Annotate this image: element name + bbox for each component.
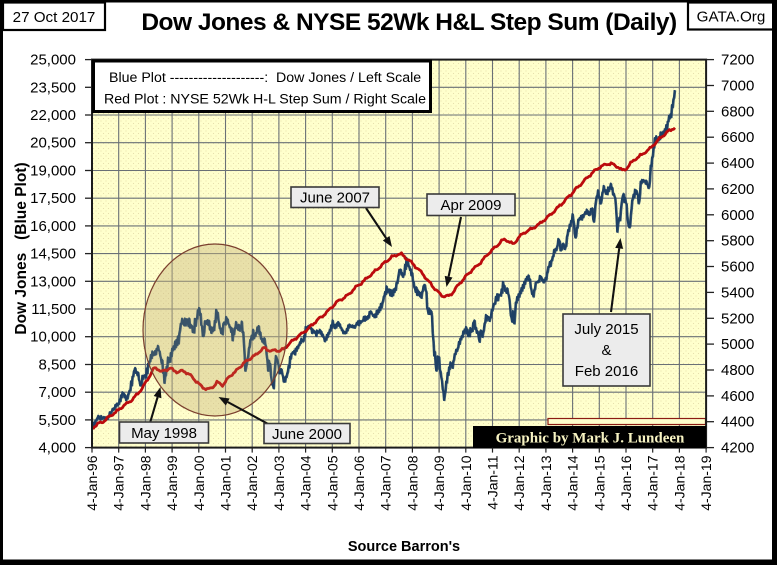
svg-text:19,000: 19,000 bbox=[30, 163, 76, 180]
svg-text:GATA.Org: GATA.Org bbox=[697, 9, 766, 26]
svg-text:4800: 4800 bbox=[721, 362, 754, 379]
svg-text:Graphic by Mark J. Lundeen: Graphic by Mark J. Lundeen bbox=[496, 431, 685, 447]
svg-text:5800: 5800 bbox=[721, 233, 754, 250]
svg-text:27 Oct 2017: 27 Oct 2017 bbox=[13, 9, 96, 26]
svg-text:4-Jan-01: 4-Jan-01 bbox=[218, 455, 234, 510]
svg-text:4-Jan-17: 4-Jan-17 bbox=[645, 455, 661, 510]
svg-text:4-Jan-10: 4-Jan-10 bbox=[458, 455, 474, 510]
svg-text:4-Jan-05: 4-Jan-05 bbox=[324, 455, 340, 510]
svg-text:4-Jan-06: 4-Jan-06 bbox=[351, 455, 367, 510]
svg-text:4-Jan-98: 4-Jan-98 bbox=[137, 455, 153, 510]
svg-text:20,500: 20,500 bbox=[30, 135, 76, 152]
svg-text:4-Jan-09: 4-Jan-09 bbox=[431, 455, 447, 510]
svg-text:July 2015: July 2015 bbox=[574, 321, 638, 338]
svg-text:6400: 6400 bbox=[721, 155, 754, 172]
svg-text:4200: 4200 bbox=[721, 440, 754, 457]
svg-text:4400: 4400 bbox=[721, 414, 754, 431]
svg-text:6800: 6800 bbox=[721, 103, 754, 120]
svg-text:23,500: 23,500 bbox=[30, 79, 76, 96]
svg-text:4-Jan-97: 4-Jan-97 bbox=[111, 455, 127, 510]
svg-text:Blue Plot --------------------: Blue Plot --------------------: Dow Jone… bbox=[109, 70, 421, 86]
svg-text:4-Jan-18: 4-Jan-18 bbox=[671, 455, 687, 510]
svg-text:17,500: 17,500 bbox=[30, 190, 76, 207]
svg-text:4-Jan-15: 4-Jan-15 bbox=[591, 455, 607, 510]
svg-text:Source Barron's: Source Barron's bbox=[348, 539, 460, 555]
svg-text:4-Jan-00: 4-Jan-00 bbox=[191, 455, 207, 510]
svg-text:10,000: 10,000 bbox=[30, 329, 76, 346]
svg-text:4-Jan-04: 4-Jan-04 bbox=[298, 455, 314, 510]
svg-text:May 1998: May 1998 bbox=[131, 425, 197, 442]
svg-text:4-Jan-14: 4-Jan-14 bbox=[565, 455, 581, 510]
svg-text:4-Jan-12: 4-Jan-12 bbox=[511, 455, 527, 510]
svg-text:11,500: 11,500 bbox=[31, 301, 76, 318]
svg-text:6600: 6600 bbox=[721, 129, 754, 146]
svg-text:Apr 2009: Apr 2009 bbox=[441, 197, 502, 214]
svg-text:4-Jan-03: 4-Jan-03 bbox=[271, 455, 287, 510]
svg-text:6000: 6000 bbox=[721, 207, 754, 224]
svg-text:4-Jan-08: 4-Jan-08 bbox=[404, 455, 420, 510]
svg-text:5600: 5600 bbox=[721, 259, 754, 276]
svg-text:4-Jan-07: 4-Jan-07 bbox=[378, 455, 394, 510]
svg-text:7200: 7200 bbox=[721, 52, 754, 69]
svg-text:June 2007: June 2007 bbox=[300, 190, 370, 207]
svg-text:Feb 2016: Feb 2016 bbox=[575, 363, 638, 380]
svg-text:5400: 5400 bbox=[721, 284, 754, 301]
svg-text:4-Jan-02: 4-Jan-02 bbox=[244, 455, 260, 510]
svg-text:4,000: 4,000 bbox=[38, 440, 76, 457]
svg-text:4-Jan-19: 4-Jan-19 bbox=[698, 455, 714, 510]
svg-text:4-Jan-16: 4-Jan-16 bbox=[618, 455, 634, 510]
svg-text:14,500: 14,500 bbox=[30, 246, 76, 263]
svg-text:June 2000: June 2000 bbox=[272, 426, 342, 443]
svg-text:4600: 4600 bbox=[721, 388, 754, 405]
svg-text:5,500: 5,500 bbox=[38, 412, 76, 429]
svg-text:13,000: 13,000 bbox=[30, 273, 76, 290]
svg-text:5200: 5200 bbox=[721, 310, 754, 327]
svg-text:Red Plot : NYSE 52Wk H-L Step: Red Plot : NYSE 52Wk H-L Step Sum / Righ… bbox=[104, 92, 426, 108]
svg-text:Dow Jones (Blue Plot): Dow Jones (Blue Plot) bbox=[13, 162, 30, 334]
svg-text:4-Jan-13: 4-Jan-13 bbox=[538, 455, 554, 510]
svg-text:25,000: 25,000 bbox=[30, 52, 76, 69]
svg-text:8,500: 8,500 bbox=[38, 357, 76, 374]
svg-text:7000: 7000 bbox=[721, 78, 754, 95]
svg-text:5000: 5000 bbox=[721, 336, 754, 353]
svg-text:7,000: 7,000 bbox=[38, 384, 76, 401]
svg-text:4-Jan-96: 4-Jan-96 bbox=[84, 455, 100, 510]
svg-text:4-Jan-99: 4-Jan-99 bbox=[164, 455, 180, 510]
svg-text:Dow Jones & NYSE 52Wk H&L Step: Dow Jones & NYSE 52Wk H&L Step Sum (Dail… bbox=[141, 9, 676, 36]
svg-text:4-Jan-11: 4-Jan-11 bbox=[485, 455, 501, 509]
svg-text:22,000: 22,000 bbox=[30, 107, 76, 124]
svg-text:6200: 6200 bbox=[721, 181, 754, 198]
svg-text:16,000: 16,000 bbox=[30, 218, 76, 235]
svg-text:&: & bbox=[601, 342, 611, 359]
